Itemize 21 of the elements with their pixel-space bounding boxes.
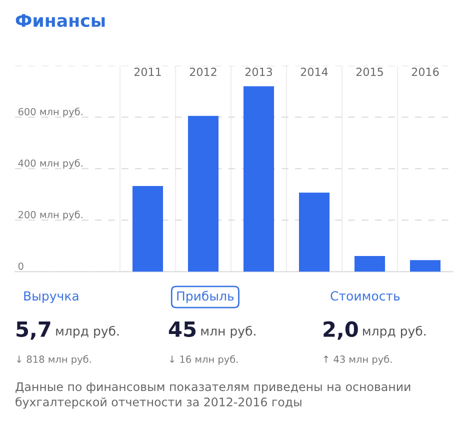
y-tick-label: 200 млн руб. <box>18 210 82 220</box>
text: 2,0 млрд руб. <box>324 321 426 340</box>
y-tick-label: 0 <box>18 262 24 270</box>
text: Стоимость <box>330 291 400 301</box>
x-tick-label: 2014 <box>300 68 328 76</box>
x-tick-label: 2012 <box>190 68 216 76</box>
y-tick-label: 600 млн руб. <box>18 108 82 118</box>
x-tick-label: 2015 <box>356 68 383 76</box>
x-tick-label: 2011 <box>134 68 161 76</box>
text: Данные по финансовым показателям приведены на основании бухгалтерской отчетности за 2012-2016 годы <box>16 382 410 409</box>
text: ↑ 43 млн руб. <box>324 355 392 365</box>
text: 45 млн руб. <box>168 322 256 338</box>
text: Выручка <box>24 291 78 304</box>
text: 5,7 млрд руб. <box>16 322 119 340</box>
chart-title: Финансы <box>16 14 105 28</box>
text: Прибыль <box>177 290 234 304</box>
text: ↓ 16 млн руб. <box>170 355 238 365</box>
x-tick-label: 2013 <box>245 68 272 76</box>
y-tick-label: 400 млн руб. <box>18 159 82 169</box>
text: ↓ 818 млн руб. <box>16 355 91 365</box>
x-tick-label: 2016 <box>412 68 439 76</box>
